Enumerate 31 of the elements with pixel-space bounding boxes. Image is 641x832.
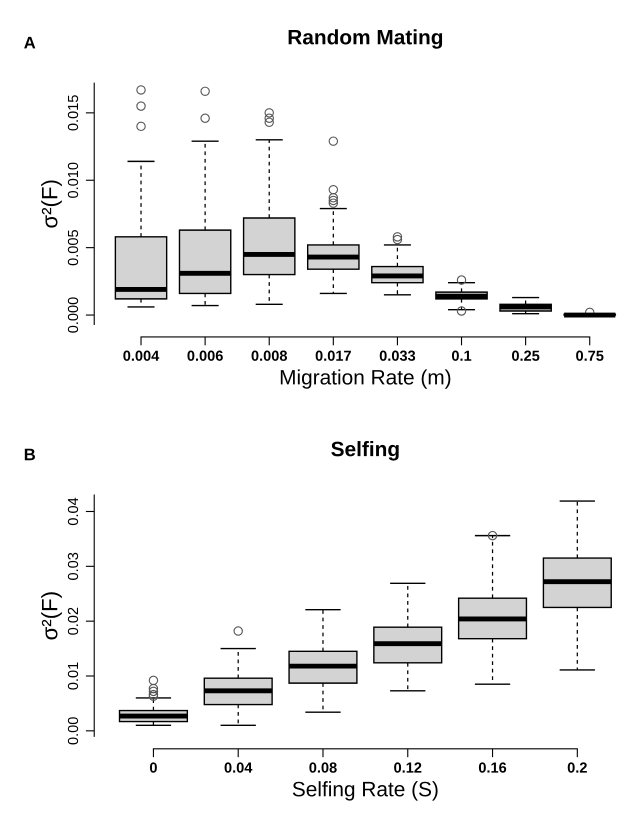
x-axis-title: Selfing Rate (S) [292, 781, 438, 801]
y-tick-label: 0.00 [68, 717, 78, 744]
x-tick-label: 0.008 [252, 350, 288, 361]
x-tick-label: 0.08 [309, 762, 337, 773]
x-tick-label: 0.16 [478, 762, 506, 773]
x-tick-label: 0 [150, 762, 157, 773]
x-axis-title: Migration Rate (m) [280, 369, 450, 389]
y-tick-label: 0.010 [68, 162, 78, 198]
text: A [24, 36, 36, 48]
y-tick-label: 0.01 [68, 662, 78, 690]
y-tick-label: 0.015 [68, 95, 78, 131]
y-tick-label: 0.02 [68, 608, 78, 635]
y-tick-label: 0.03 [68, 552, 78, 580]
y-tick-label: 0.005 [68, 230, 78, 266]
x-tick-label: 0.12 [394, 762, 422, 773]
x-tick-label: 0.75 [576, 350, 604, 361]
x-tick-label: 0.2 [568, 762, 587, 773]
x-tick-label: 0.033 [380, 350, 416, 361]
y-tick-label: 0.000 [68, 297, 78, 333]
text: B [24, 448, 35, 460]
x-tick-label: 0.1 [452, 350, 472, 361]
x-tick-label: 0.004 [123, 350, 160, 361]
x-tick-label: 0.04 [224, 762, 252, 773]
chart-title: Random Mating [288, 29, 442, 49]
y-axis-title: σ²(F) [41, 180, 62, 228]
chart-title: Selfing [331, 441, 399, 461]
x-tick-label: 0.006 [187, 350, 223, 361]
x-tick-label: 0.25 [512, 350, 540, 361]
x-tick-label: 0.017 [316, 350, 351, 361]
y-axis-title: σ²(F) [41, 592, 62, 640]
y-tick-label: 0.04 [68, 498, 78, 526]
